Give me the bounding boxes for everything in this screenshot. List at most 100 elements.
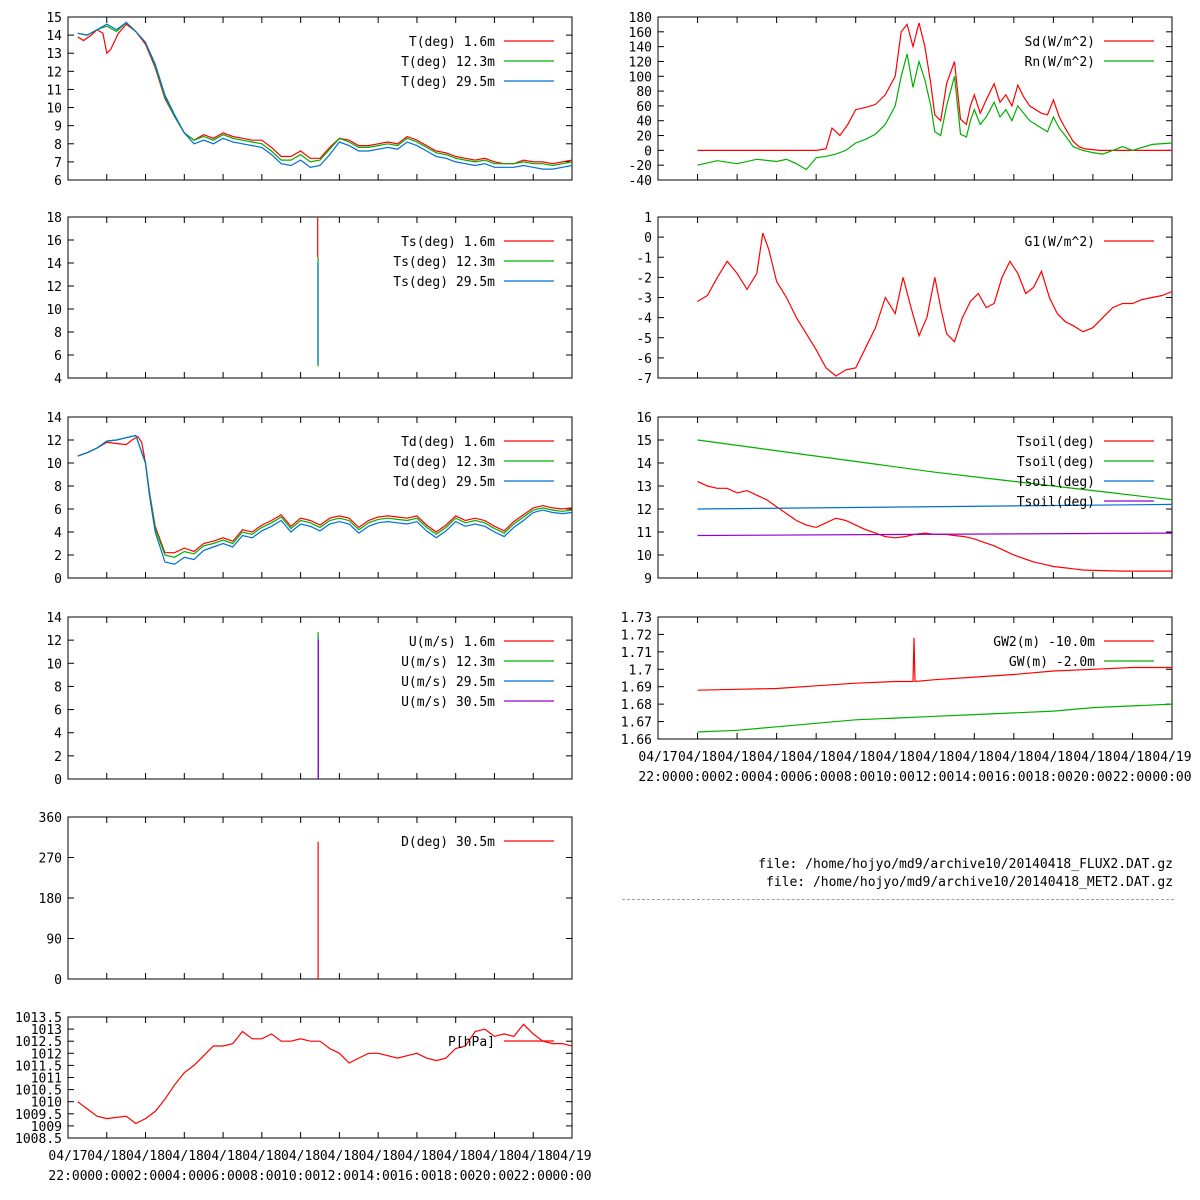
legend-label: GW(m) -2.0m [1009,655,1095,670]
y-tick-label: 10 [46,657,62,672]
y-tick-label: 1.68 [621,698,652,713]
y-tick-label: 13 [46,47,62,62]
y-tick-label: 15 [46,11,62,26]
y-tick-label: 1008.5 [15,1132,62,1147]
series-line-1 [77,435,572,554]
legend-label: GW2(m) -10.0m [993,635,1095,650]
y-tick-label: 12 [46,280,62,295]
x-tick-label-date: 04/18 [915,750,954,765]
legend-label: Ts(deg) 29.5m [393,275,495,290]
chart-panel-9: 9 10 11 12 13 14 15 16 Tsoil(deg) Tsoil(deg) Tsoil… [636,411,1173,587]
y-tick-label: -5 [636,332,652,347]
y-tick-label: 1011.5 [15,1059,62,1074]
x-tick-label-time: 00:00 [1152,770,1191,785]
legend-label: Tsoil(deg) [1017,435,1095,450]
y-tick-label: 160 [629,26,652,41]
series-line-1 [77,1023,572,1125]
y-tick-label: 12 [46,434,62,449]
series-line-3 [77,434,572,565]
x-tick-label-date: 04/18 [876,750,915,765]
x-tick-label-date: 04/18 [397,1149,436,1164]
x-tick-label-date: 04/18 [204,1149,243,1164]
x-tick-label-date: 04/18 [797,750,836,765]
footer-file-flux: file: /home/hojyo/md9/archive10/20140418… [758,857,1173,872]
plot-frame [67,816,573,980]
y-tick-label: 1.71 [621,646,652,661]
series-line-2 [77,21,572,167]
y-tick-label: -4 [636,312,652,327]
x-tick-label-time: 00:00 [87,1169,126,1184]
x-tick-label-date: 04/18 [1034,750,1073,765]
x-tick-label-time: 10:00 [281,1169,320,1184]
footer-file-met: file: /home/hojyo/md9/archive10/20140418… [766,875,1173,890]
y-tick-label: 1.69 [621,681,652,696]
y-tick-label: 180 [39,892,62,907]
y-tick-label: 8 [54,326,62,341]
x-tick-label-date: 04/17 [48,1149,87,1164]
plot-frame [67,216,573,379]
y-tick-label: -7 [636,372,652,387]
plot-frame [67,416,573,579]
y-tick-label: -1 [636,251,652,266]
chart-panel-1: 6 7 8 9 10 11 12 13 14 15 T(deg) 1.6m T(deg) 12.3m T… [46,11,573,189]
legend-label: G1(W/m^2) [1025,235,1095,250]
x-tick-label-date: 04/18 [718,750,757,765]
legend-label: Rn(W/m^2) [1025,55,1095,70]
chart-panel-10: 1.66 1.67 1.68 1.69 1.7 1.71 1.72 1.73 GW2(m) -1… [621,611,1192,785]
y-tick-label: 40 [636,115,652,130]
chart-panel-3: 0 2 4 6 8 10 12 14 Td(deg) 1.6m Td(deg) 12.3m Td(d… [46,411,573,587]
chart-panel-6: 1008.510091009.510101010.510111011.51012… [15,1011,592,1184]
y-tick-label: 14 [636,457,652,472]
legend-label: Ts(deg) 1.6m [401,235,495,250]
y-tick-label: 1011 [31,1072,62,1087]
x-tick-label-time: 20:00 [1073,770,1112,785]
y-tick-label: 7 [54,156,62,171]
y-tick-label: 1012 [31,1047,62,1062]
x-tick-label-time: 22:00 [48,1169,87,1184]
y-tick-label: 11 [46,83,62,98]
legend-label: Td(deg) 1.6m [401,435,495,450]
y-tick-label: 60 [636,100,652,115]
y-tick-label: 1012.5 [15,1035,62,1050]
x-tick-label-date: 04/18 [994,750,1033,765]
y-tick-label: 4 [54,727,62,742]
x-tick-label-time: 00:00 [678,770,717,785]
y-tick-label: -2 [636,271,652,286]
plot-frame [657,16,1173,181]
legend-label: Tsoil(deg) [1017,475,1095,490]
x-tick-label-date: 04/18 [320,1149,359,1164]
x-tick-label-date: 04/17 [638,750,677,765]
x-tick-label-date: 04/18 [1113,750,1152,765]
y-tick-label: 18 [46,211,62,226]
x-tick-label-time: 12:00 [320,1169,359,1184]
separator-line [622,899,1174,900]
x-tick-label-date: 04/18 [678,750,717,765]
x-tick-label-date: 04/18 [436,1149,475,1164]
y-tick-label: 12 [636,503,652,518]
legend-label: P[hPa] [448,1035,495,1050]
x-tick-label-date: 04/18 [242,1149,281,1164]
y-tick-label: 14 [46,257,62,272]
y-tick-label: 2 [54,549,62,564]
legend-label: Ts(deg) 12.3m [393,255,495,270]
x-tick-label-time: 12:00 [915,770,954,785]
y-tick-label: 0 [644,231,652,246]
chart-panel-4: 0 2 4 6 8 10 12 14 U(m/s) 1.6m U(m/s) 12.3m U(m/s)… [46,611,573,788]
y-tick-label: 16 [46,234,62,249]
legend-label: D(deg) 30.5m [401,835,495,850]
y-tick-label: 1009 [31,1120,62,1135]
legend-label: U(m/s) 12.3m [401,655,495,670]
series-line-2 [697,53,1172,171]
y-tick-label: -3 [636,292,652,307]
y-tick-label: 12 [46,65,62,80]
y-tick-label: -20 [629,159,652,174]
x-tick-label-time: 10:00 [876,770,915,785]
x-tick-label-date: 04/18 [126,1149,165,1164]
x-tick-label-time: 00:00 [552,1169,591,1184]
x-tick-label-time: 20:00 [475,1169,514,1184]
legend-label: Sd(W/m^2) [1025,35,1095,50]
legend-label: U(m/s) 30.5m [401,695,495,710]
series-line-1 [77,23,572,165]
